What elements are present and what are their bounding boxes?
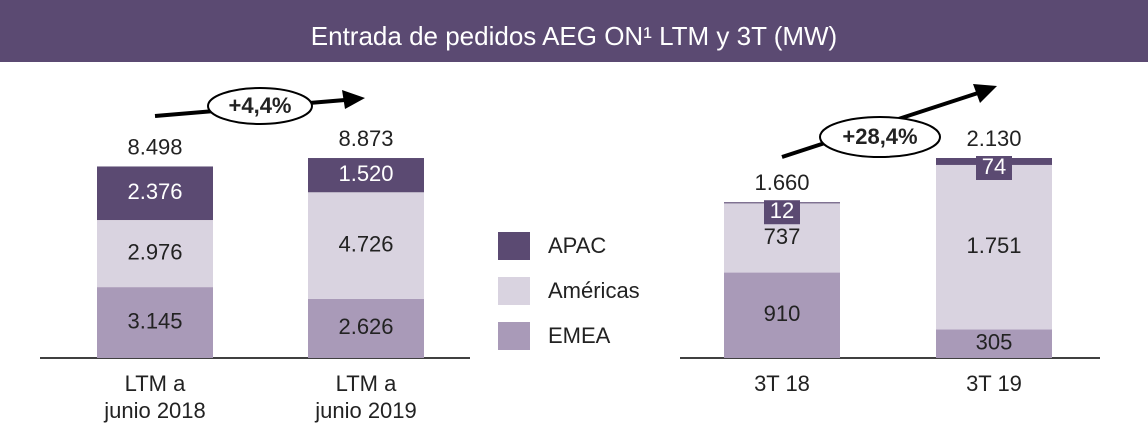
bar-segment [308, 192, 424, 299]
legend-swatch [498, 232, 530, 260]
x-tick-label: 3T 18 [754, 371, 810, 396]
annotation-bubble [819, 116, 941, 158]
legend-swatch [498, 277, 530, 305]
x-tick-label: LTM a [125, 371, 186, 396]
bar-segment [97, 220, 213, 288]
value-label: 4.726 [338, 231, 393, 256]
total-label: 8.498 [127, 134, 182, 159]
value-label: 737 [764, 224, 801, 249]
value-label: 3.145 [127, 308, 182, 333]
total-label: 1.660 [754, 170, 809, 195]
legend-label: EMEA [548, 323, 611, 348]
x-tick-label: LTM a [336, 371, 397, 396]
annotation: +28,4% [842, 124, 917, 149]
x-tick-label: 3T 19 [966, 371, 1022, 396]
annotation-bubble [207, 87, 313, 125]
value-label: 305 [976, 329, 1013, 354]
value-label: 12 [770, 198, 794, 223]
total-label: 8.873 [338, 126, 393, 151]
bar-segment [724, 272, 840, 358]
bar-segment [936, 329, 1052, 358]
label-box [976, 156, 1012, 180]
value-label: 910 [764, 301, 801, 326]
bar-segment [308, 158, 424, 193]
value-label: 2.376 [127, 179, 182, 204]
value-label: 74 [982, 154, 1006, 179]
value-label: 1.751 [966, 233, 1021, 258]
bar-segment [308, 298, 424, 358]
total-label: 2.130 [966, 126, 1021, 151]
title-bar [0, 0, 1148, 62]
value-label: 1.520 [338, 161, 393, 186]
bar-segment [936, 164, 1052, 330]
legend-swatch [498, 322, 530, 350]
value-label: 2.976 [127, 239, 182, 264]
bar-segment [97, 287, 213, 358]
legend-label: APAC [548, 233, 606, 258]
arrow-head [342, 90, 365, 109]
legend-label: Américas [548, 278, 640, 303]
value-label: 2.626 [338, 314, 393, 339]
x-tick-label: junio 2019 [314, 398, 417, 423]
arrow-head [973, 84, 997, 103]
bar-segment [97, 166, 213, 221]
annotation: +4,4% [229, 93, 292, 118]
x-tick-label: junio 2018 [103, 398, 206, 423]
label-box [764, 200, 800, 225]
chart-title: Entrada de pedidos AEG ON¹ LTM y 3T (MW) [311, 21, 837, 51]
